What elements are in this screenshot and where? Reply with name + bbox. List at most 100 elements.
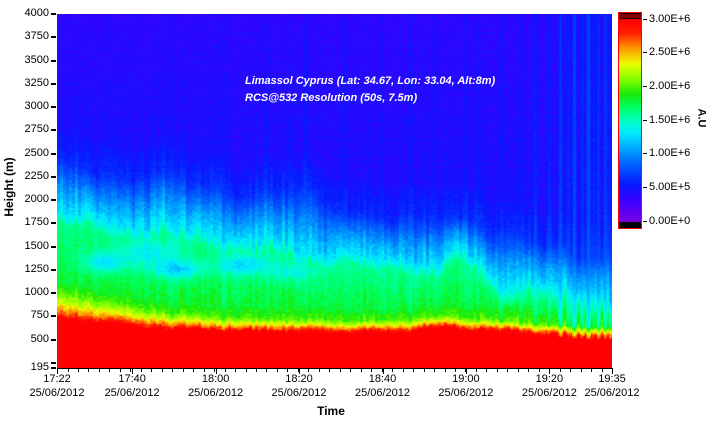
x-major-tick-mark: [299, 368, 300, 374]
x-axis-label: Time: [317, 404, 345, 418]
y-tick-label: 2500: [24, 146, 49, 159]
x-minor-tick-mark: [360, 368, 362, 372]
x-minor-tick-mark: [350, 368, 352, 372]
x-minor-tick-mark: [381, 368, 383, 372]
x-minor-tick-mark: [235, 368, 236, 372]
x-minor-tick-mark: [601, 368, 603, 372]
colorbar-tick-mark: [643, 85, 647, 87]
colorbar-gradient-canvas: [619, 13, 641, 228]
x-minor-tick-mark: [371, 368, 373, 372]
x-major-tick-mark: [465, 368, 467, 374]
annotation-line1: Limassol Cyprus (Lat: 34.67, Lon: 33.04,…: [245, 75, 496, 87]
y-tick-mark: [51, 175, 56, 178]
x-minor-tick-mark: [423, 368, 425, 372]
x-minor-tick-mark: [444, 368, 446, 372]
y-tick-mark: [51, 129, 56, 132]
x-minor-tick-mark: [88, 368, 90, 372]
x-minor-tick-mark: [559, 368, 561, 372]
colorbar-unit-label: A.U: [695, 108, 708, 128]
y-tick-mark: [51, 82, 56, 85]
x-minor-tick-mark: [507, 368, 509, 372]
y-tick-mark: [51, 106, 56, 108]
x-tick-date-label: 25/06/2012: [104, 387, 160, 399]
y-tick-mark: [51, 245, 56, 248]
x-minor-tick-mark: [329, 368, 331, 372]
y-tick-label: 1000: [24, 286, 49, 299]
x-tick-date-label: 25/06/2012: [271, 387, 327, 399]
x-minor-tick-mark: [413, 368, 414, 372]
colorbar-tick-label: 0.00E+0: [649, 214, 691, 227]
y-tick-mark: [51, 367, 56, 369]
y-axis-label: Height (m): [2, 157, 16, 217]
colorbar-tick-mark: [643, 153, 647, 155]
x-minor-tick-mark: [308, 368, 310, 372]
x-minor-tick-mark: [67, 368, 69, 372]
x-tick-time-label: 19:35: [598, 373, 626, 385]
x-minor-tick-mark: [98, 368, 100, 372]
x-minor-tick-mark: [256, 368, 257, 372]
y-tick-label: 1750: [24, 216, 49, 229]
y-tick-mark: [51, 199, 56, 202]
x-minor-tick-mark: [434, 368, 435, 372]
x-tick-date-label: 25/06/2012: [29, 387, 85, 399]
y-tick-mark: [51, 315, 56, 318]
x-tick-date-label: 25/06/2012: [584, 387, 640, 399]
x-tick-time-label: 18:20: [285, 373, 313, 385]
y-tick-label: 500: [30, 332, 49, 345]
x-tick-time-label: 19:00: [452, 373, 480, 385]
colorbar-tick-mark: [643, 220, 647, 222]
y-tick-label: 3250: [24, 76, 49, 89]
x-minor-tick-mark: [203, 368, 205, 372]
y-tick-label: 2750: [24, 123, 49, 136]
y-tick-mark: [51, 152, 56, 155]
y-tick-mark: [51, 292, 56, 295]
x-minor-tick-mark: [214, 368, 216, 372]
colorbar-tick-label: 2.00E+6: [649, 79, 691, 92]
y-tick-label: 195: [30, 361, 49, 373]
y-tick-label: 3000: [24, 100, 49, 112]
y-tick-label: 2000: [24, 193, 49, 206]
x-minor-tick-mark: [580, 368, 582, 372]
x-minor-tick-mark: [517, 368, 519, 372]
x-minor-tick-mark: [276, 368, 278, 372]
colorbar-tick-label: 2.50E+6: [649, 46, 691, 59]
plot-annotation: Limassol Cyprus (Lat: 34.67, Lon: 33.04,…: [245, 73, 495, 107]
x-tick-time-label: 19:20: [535, 373, 564, 385]
x-minor-tick-mark: [109, 368, 111, 372]
y-tick-label: 750: [30, 309, 49, 322]
y-tick-mark: [51, 361, 56, 364]
colorbar-tick-mark: [643, 18, 647, 20]
x-major-tick-mark: [549, 368, 551, 374]
x-minor-tick-mark: [339, 368, 341, 372]
x-tick-time-label: 18:00: [201, 373, 230, 385]
x-tick-time-label: 17:40: [118, 373, 146, 385]
x-major-tick-mark: [132, 368, 134, 374]
colorbar: [618, 12, 642, 229]
x-minor-tick-mark: [172, 368, 174, 372]
x-minor-tick-mark: [140, 368, 142, 372]
x-minor-tick-mark: [182, 368, 184, 372]
x-minor-tick-mark: [245, 368, 247, 372]
x-major-tick-mark: [612, 368, 613, 374]
x-minor-tick-mark: [591, 368, 593, 372]
x-minor-tick-mark: [151, 368, 153, 372]
y-tick-label: 3750: [24, 30, 49, 43]
y-tick-mark: [51, 36, 56, 39]
colorbar-tick-mark: [643, 52, 647, 54]
y-tick-label: 4000: [24, 7, 49, 19]
rcs-heatmap-canvas: [57, 14, 612, 368]
x-minor-tick-mark: [392, 368, 394, 372]
x-minor-tick-mark: [318, 368, 320, 372]
x-minor-tick-mark: [528, 368, 530, 372]
x-minor-tick-mark: [402, 368, 404, 372]
y-tick-label: 1500: [24, 239, 49, 252]
x-major-tick-mark: [57, 368, 58, 374]
x-tick-date-label: 25/06/2012: [188, 387, 244, 399]
x-minor-tick-mark: [454, 368, 456, 372]
x-minor-tick-mark: [297, 368, 299, 372]
colorbar-tick-mark: [643, 186, 647, 188]
x-tick-date-label: 25/06/2012: [354, 387, 411, 399]
x-minor-tick-mark: [193, 368, 195, 372]
y-tick-label: 3500: [24, 53, 49, 66]
